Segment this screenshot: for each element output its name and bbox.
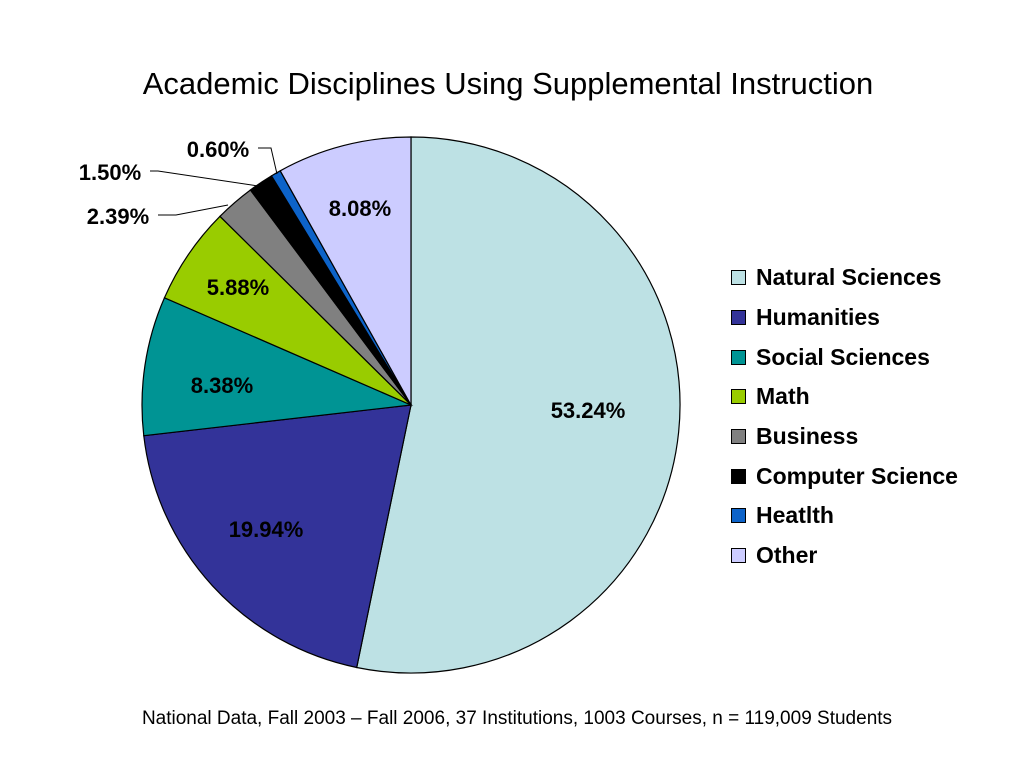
legend-item: Humanities [731,298,958,338]
data-label: 8.38% [191,373,253,398]
data-label: 5.88% [207,275,269,300]
legend-label: Social Sciences [756,343,930,370]
legend-item: Other [731,536,958,576]
pie-slice-other [279,136,412,408]
legend-item: Social Sciences [731,337,958,377]
legend-swatch [731,349,746,365]
legend-label: Other [756,542,818,569]
legend-swatch [731,389,746,405]
legend-swatch [731,548,746,564]
data-label: 0.60% [187,137,249,162]
legend-swatch [731,429,746,445]
legend-item: Heatlth [731,496,958,536]
pie-slice-social-sciences [141,296,414,437]
legend-item: Business [731,417,958,457]
legend-swatch [731,468,746,484]
legend-label: Math [756,383,810,410]
data-label: 1.50% [79,160,141,185]
legend-label: Business [756,423,859,450]
legend-label: Computer Science [756,462,958,489]
legend-swatch [731,270,746,286]
leader-line [258,147,278,175]
data-label: 8.08% [329,196,391,221]
legend-swatch [731,508,746,524]
pie-slice-natural-sciences [355,136,681,674]
data-label: 2.39% [87,204,149,229]
data-label: 53.24% [551,398,626,423]
legend-label: Humanities [756,304,880,331]
chart-title: Academic Disciplines Using Supplemental … [142,66,874,101]
legend-item: Computer Science [731,456,958,496]
legend-item: Natural Sciences [731,258,958,298]
chart-caption: National Data, Fall 2003 – Fall 2006, 37… [141,708,893,729]
pie-slice-humanities [143,404,412,669]
leader-line [158,204,229,216]
legend-item: Math [731,377,958,417]
data-label: 19.94% [229,517,304,542]
legend-label: Natural Sciences [756,264,942,291]
leader-line [150,170,259,187]
legend-label: Heatlth [756,502,834,529]
legend-swatch [731,310,746,326]
chart-legend: Natural Sciences Humanities Social Science… [731,258,958,576]
